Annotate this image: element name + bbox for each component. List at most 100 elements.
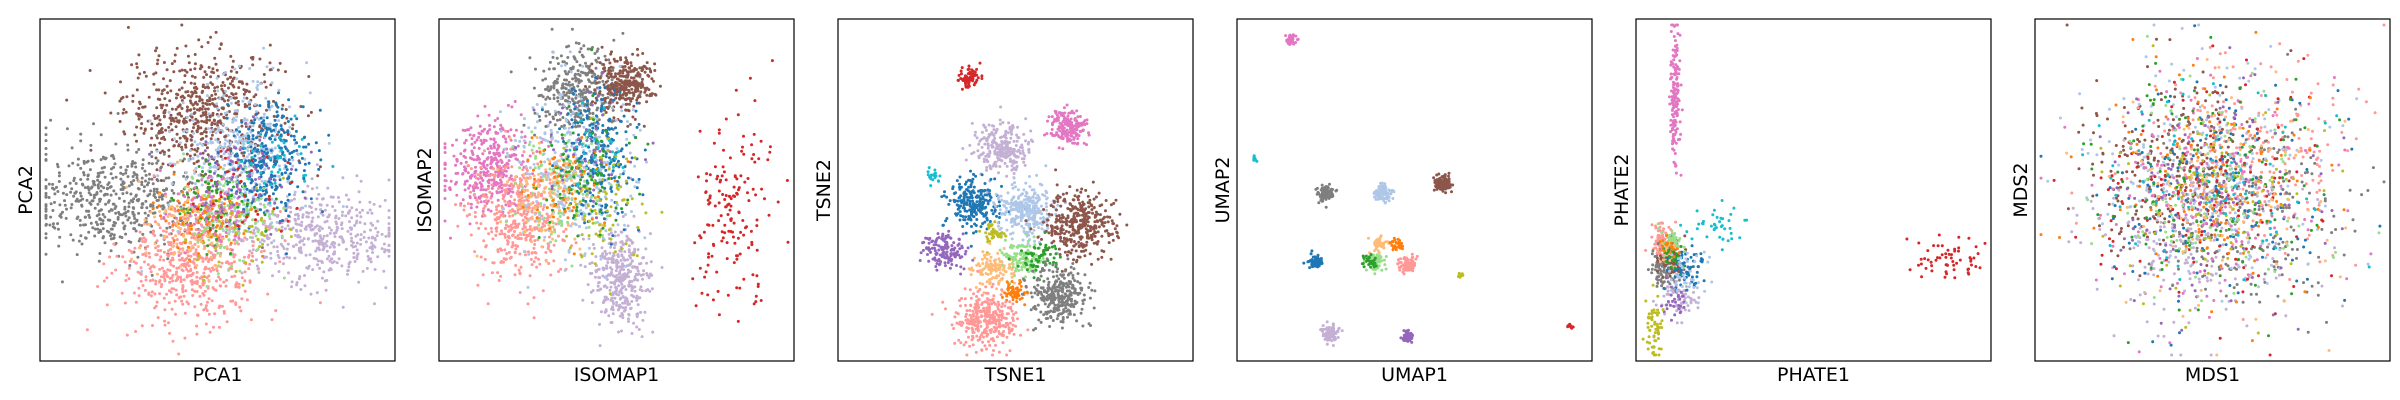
data-point (181, 290, 185, 294)
data-point (136, 76, 140, 80)
data-point (308, 91, 312, 95)
data-point (153, 143, 157, 147)
data-point (470, 137, 474, 141)
data-point (475, 198, 479, 202)
data-point (194, 121, 198, 125)
data-point (304, 225, 308, 229)
data-point (196, 207, 200, 211)
data-point (260, 260, 264, 264)
data-point (165, 103, 169, 107)
data-point (264, 226, 268, 230)
data-point (182, 152, 185, 156)
data-point (111, 202, 115, 206)
data-point (542, 69, 546, 73)
data-point (578, 50, 582, 54)
data-point (151, 201, 155, 205)
data-point (496, 131, 500, 135)
data-point (132, 171, 136, 175)
data-point (249, 235, 252, 239)
data-point (571, 99, 575, 103)
data-point (200, 224, 204, 228)
data-point (641, 77, 644, 81)
data-point (156, 222, 160, 226)
data-point (189, 221, 193, 225)
data-point (183, 262, 187, 266)
data-point (223, 197, 227, 201)
data-point (172, 252, 176, 256)
data-point (190, 94, 194, 98)
data-point (88, 69, 92, 72)
data-point (383, 250, 387, 254)
data-point (284, 201, 287, 205)
data-point (607, 58, 611, 62)
data-point (278, 221, 282, 225)
data-point (104, 202, 108, 206)
data-point (320, 276, 324, 280)
data-point (479, 165, 483, 169)
data-point (326, 186, 330, 190)
data-point (220, 227, 224, 231)
data-point (300, 220, 304, 224)
data-point (224, 89, 228, 93)
data-point (293, 193, 296, 197)
data-point (486, 131, 489, 135)
data-point (498, 164, 502, 168)
data-point (482, 188, 485, 192)
data-point (221, 81, 225, 84)
data-point (134, 193, 138, 197)
data-point (311, 268, 315, 272)
data-point (250, 169, 253, 173)
data-point (226, 176, 230, 180)
data-point (280, 107, 284, 111)
data-point (51, 225, 55, 229)
data-point (573, 74, 577, 77)
data-point (105, 186, 109, 190)
data-point (208, 233, 212, 237)
data-point (264, 229, 268, 233)
data-point (216, 154, 220, 158)
data-point (202, 75, 206, 79)
data-point (547, 67, 551, 71)
data-point (307, 75, 311, 78)
data-point (233, 109, 237, 113)
data-point (224, 261, 228, 265)
data-point (203, 228, 207, 232)
data-point (259, 197, 263, 201)
data-point (120, 291, 124, 295)
data-point (222, 152, 226, 156)
data-point (150, 273, 154, 277)
data-point (152, 265, 156, 269)
data-point (317, 149, 321, 153)
data-point (231, 119, 235, 123)
data-point (481, 273, 485, 277)
data-point (210, 218, 214, 222)
data-point (268, 177, 272, 181)
data-point (204, 140, 208, 144)
data-point (218, 47, 222, 51)
data-point (90, 199, 94, 203)
data-point (504, 227, 508, 230)
data-point (300, 137, 304, 141)
data-point (251, 248, 255, 252)
data-point (337, 196, 340, 199)
data-point (243, 103, 247, 106)
data-point (202, 241, 206, 245)
data-point (483, 127, 486, 131)
data-point (229, 215, 233, 219)
pca-plot-frame (39, 18, 396, 362)
data-point (127, 277, 131, 281)
data-point (89, 202, 93, 206)
data-point (174, 96, 178, 100)
data-point (79, 234, 83, 238)
data-point (80, 242, 84, 246)
data-point (214, 225, 218, 229)
data-point (473, 215, 477, 219)
data-point (44, 223, 48, 227)
data-point (234, 220, 238, 224)
data-point (225, 245, 229, 249)
data-point (114, 192, 118, 196)
data-point (229, 82, 232, 86)
data-point (322, 247, 326, 251)
data-point (205, 115, 209, 119)
data-point (455, 159, 459, 163)
